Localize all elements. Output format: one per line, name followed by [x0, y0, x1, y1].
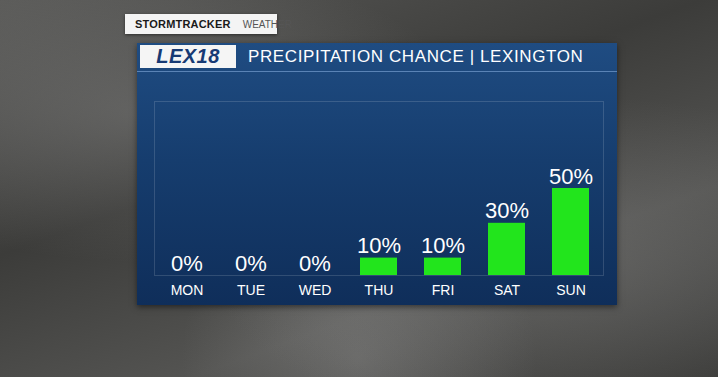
svg-text:TUE: TUE	[237, 282, 265, 298]
svg-text:50%: 50%	[549, 164, 593, 189]
html-text:WEATHER: WEATHER	[242, 18, 292, 30]
svg-text:THU: THU	[365, 282, 394, 298]
svg-text:SAT: SAT	[494, 282, 521, 298]
svg-text:WED: WED	[299, 282, 332, 298]
html-text:LEX18: LEX18	[156, 45, 220, 67]
html-text:STORMTRACKER: STORMTRACKER	[135, 18, 231, 30]
svg-text:SUN: SUN	[556, 282, 586, 298]
html-text:PRECIPITATION CHANCE | LEXINGT: PRECIPITATION CHANCE | LEXINGTON	[248, 47, 584, 66]
svg-text:10%: 10%	[357, 233, 401, 258]
svg-text:0%: 0%	[235, 251, 267, 276]
svg-text:10%: 10%	[421, 233, 465, 258]
svg-text:30%: 30%	[485, 198, 529, 223]
svg-text:FRI: FRI	[432, 282, 455, 298]
svg-text:0%: 0%	[171, 251, 203, 276]
svg-text:0%: 0%	[299, 251, 331, 276]
svg-text:MON: MON	[171, 282, 204, 298]
